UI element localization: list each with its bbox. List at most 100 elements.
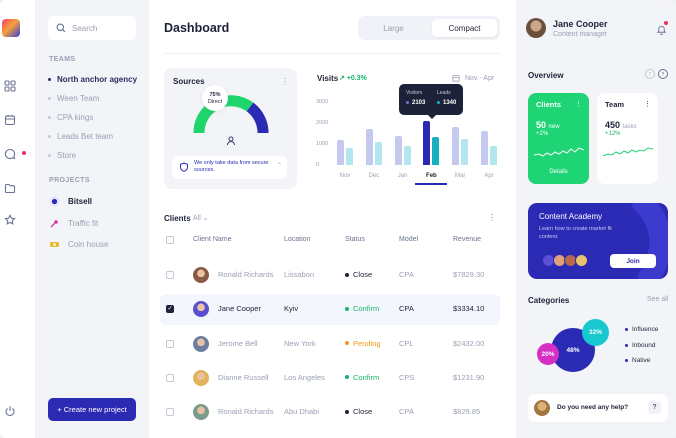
view-compact-option[interactable]: Compact [432,19,497,37]
avatar[interactable] [526,18,546,38]
project-label: Coin house [68,240,109,249]
leads-bar-mar[interactable] [461,138,469,165]
client-location: New York [284,338,316,348]
x-tick-label[interactable]: Nov [339,173,351,179]
project-label: Traffic fit [68,219,99,228]
col-header[interactable]: Status [345,236,365,243]
x-tick-label[interactable]: Dec [368,173,380,179]
folder-icon[interactable] [4,182,16,194]
row-checkbox[interactable] [166,339,174,348]
project-item[interactable]: Bitsell [49,196,92,207]
client-name: Jane Cooper [218,304,261,314]
col-header[interactable]: Client Name [193,236,232,243]
search-box[interactable] [48,16,136,40]
users-icon [225,134,237,146]
row-checkbox[interactable] [166,373,174,382]
col-header[interactable]: Model [399,236,419,243]
help-card[interactable]: Do you need any help? ? [528,394,668,422]
project-item[interactable]: Coin house [49,239,108,250]
status-badge: Pending [345,339,381,348]
team-item[interactable]: North anchor agency [48,75,137,84]
row-checkbox[interactable] [166,408,174,417]
clients-overview-card[interactable]: Clients ⋮ 50 new +2% Details [528,93,589,184]
sidebar: TEAMS North anchor agency Ween Team CPA … [36,0,149,438]
card-value: 450 tasks [605,120,637,130]
app-logo[interactable] [2,19,20,37]
leads-bar-jan[interactable] [403,146,411,165]
status-badge: Confirm [345,304,379,313]
x-tick-label[interactable]: Feb [426,173,437,179]
team-label: Leads Bet team [57,132,114,141]
leads-bar-feb[interactable] [432,136,440,165]
client-model: CPA [399,407,414,417]
legend-item: Inbound [625,342,656,349]
status-label: Pending [353,338,381,348]
visitors-bar-dec[interactable] [365,129,373,165]
client-location: Abu Dhabi [284,407,320,417]
status-badge: Close [345,270,372,279]
team-label: Ween Team [57,94,100,103]
project-item[interactable]: Traffic fit [49,218,98,229]
more-icon[interactable]: ⋮ [488,213,496,222]
leads-bar-nov[interactable] [346,148,353,165]
leads-bar-apr[interactable] [490,146,497,165]
team-count: 450 [605,120,621,130]
power-icon[interactable] [4,405,16,417]
sources-card: Sources ⋮ 75% Direct We only take data f… [164,68,297,189]
bell-icon[interactable] [656,22,667,35]
visitors-bar-nov[interactable] [337,139,344,165]
chevron-icon[interactable]: ⌃ [276,163,282,169]
visitors-bar-feb[interactable] [423,120,431,165]
team-overview-card[interactable]: Team ⋮ 450 tasks +12% [597,93,658,184]
client-name: Dianne Russell [218,372,269,382]
col-header[interactable]: Revenue [453,236,482,243]
x-tick-label[interactable]: Jan [397,173,408,179]
y-tick-label: 2000 [316,120,329,126]
more-icon[interactable]: ⋮ [575,101,582,108]
team-item[interactable]: Ween Team [48,94,99,103]
x-tick-label[interactable]: Mar [455,173,466,179]
team-item[interactable]: CPA kings [48,113,93,122]
visitors-bar-mar[interactable] [452,127,460,165]
next-arrow-icon[interactable]: › [658,69,668,79]
team-item[interactable]: Leads Bet team [48,132,113,141]
leads-bar-dec[interactable] [374,141,382,165]
client-model: CPL [399,338,414,348]
star-icon[interactable] [4,214,16,226]
prev-arrow-icon[interactable]: ‹ [645,69,655,79]
see-all-link[interactable]: See all [647,296,669,303]
tooltip-leads-label: Leads [437,90,451,96]
calendar-icon[interactable] [4,114,16,126]
team-item[interactable]: Store [48,151,76,160]
grid-icon[interactable] [4,80,16,92]
client-model: CPA [399,270,414,279]
question-icon[interactable]: ? [648,401,661,414]
row-checkbox[interactable]: ✓ [166,305,174,314]
search-input[interactable] [72,23,132,33]
more-icon[interactable]: ⋮ [644,101,651,108]
avatar [193,301,209,318]
bitsell-logo-icon [49,196,60,207]
clients-filter[interactable]: All ⌄ [193,215,209,222]
create-project-button[interactable]: + Create new project [48,398,136,421]
legend-label: Inbound [632,342,656,349]
visitors-bar-jan[interactable] [394,135,402,165]
notification-dot [664,21,668,25]
filter-label: All [193,215,201,222]
join-button[interactable]: Join [610,254,656,268]
select-all-checkbox[interactable] [166,236,174,244]
view-large-option[interactable]: Large [383,23,404,33]
date-range[interactable]: Nov - Apr [452,74,494,82]
x-tick-label[interactable]: Apr [484,173,494,179]
client-revenue: $1231.90 [453,372,485,382]
team-label: CPA kings [57,113,94,122]
visitors-bar-apr[interactable] [481,131,488,165]
chat-icon[interactable] [4,148,16,160]
avatar [193,369,209,386]
details-link[interactable]: Details [549,169,568,175]
col-header[interactable]: Location [284,236,311,243]
leads-value: 1340 [443,100,457,106]
y-tick-label: 3000 [316,99,329,105]
more-icon[interactable]: ⋮ [281,77,289,86]
row-checkbox[interactable] [166,271,174,279]
